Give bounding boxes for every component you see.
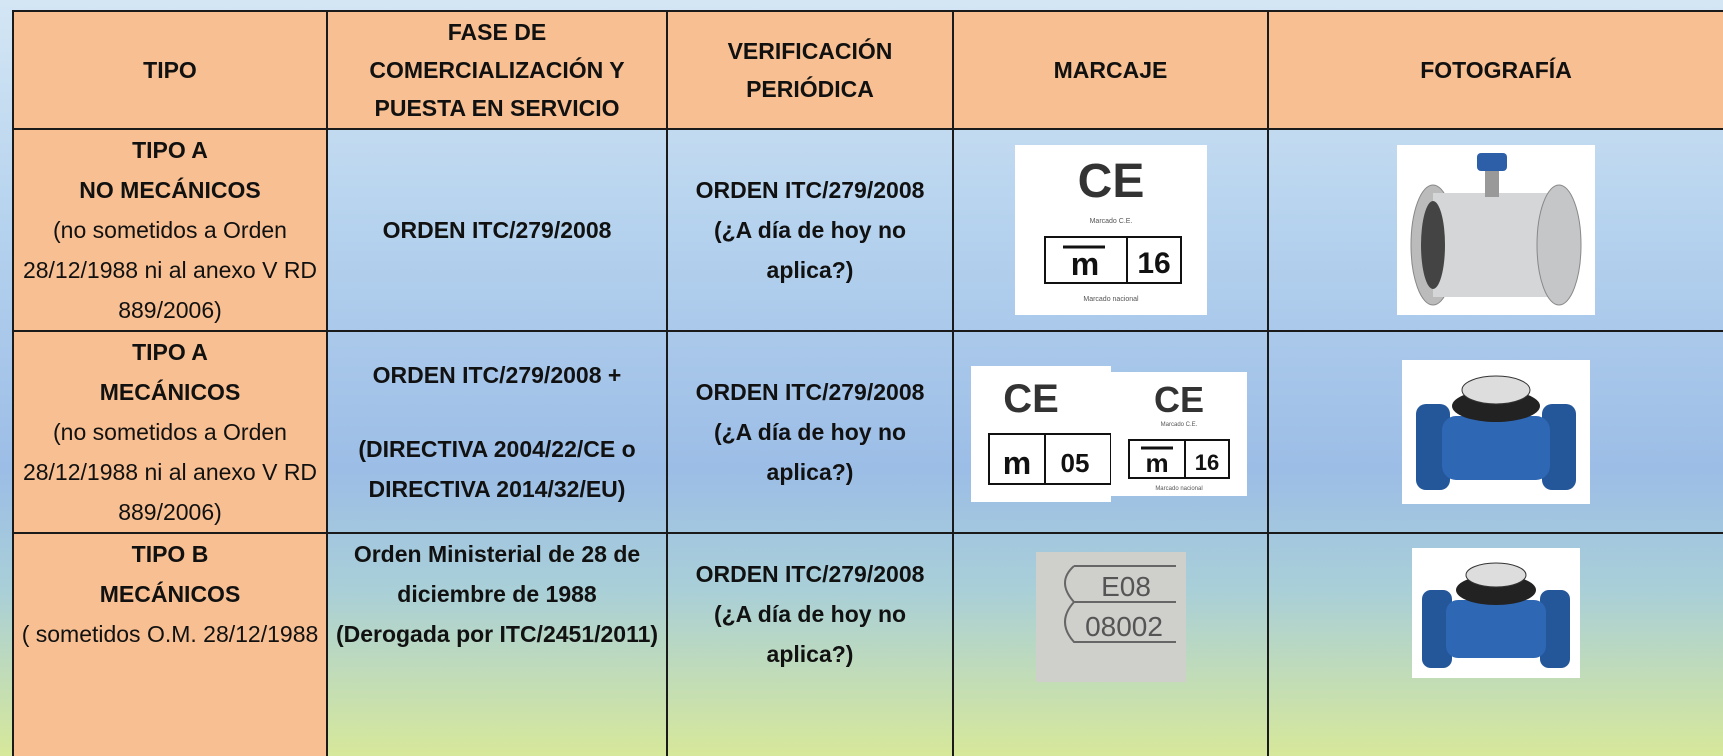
tipo: TIPO B [131,541,209,567]
foto-cell [1267,128,1723,332]
caption: Marcado C.E. [1160,422,1197,428]
verificacion-cell: ORDEN ITC/279/2008 (¿A día de hoy no apl… [666,330,954,534]
marcaje-image: CE Marcado C.E. m 16 Marcado nacional [1014,145,1207,315]
foto-cell [1267,330,1723,534]
header-cell: MARCAJE [952,10,1269,130]
mark-code: 08002 [1085,611,1163,642]
ce-mark: CE [1003,377,1059,421]
fase-cell: ORDEN ITC/279/2008 [326,128,668,332]
header-cell: FASE DE COMERCIALIZACIÓN Y PUESTA EN SER… [326,10,668,130]
caption: Marcado nacional [1155,486,1202,492]
mark-number: 16 [1137,247,1170,280]
tipo-note: ( sometidos O.M. 28/12/1988 [21,621,319,647]
verificacion-cell: ORDEN ITC/279/2008 (¿A día de hoy no apl… [666,128,954,332]
row: TIPO A NO MECÁNICOS (no sometidos a Orden … [12,128,1723,332]
header-row: TIPO FASE DE COMERCIALIZACIÓN Y PUESTA E… [12,10,1723,130]
tipo-cell: TIPO B MECÁNICOS ( sometidos O.M. 28/12/19… [12,532,328,756]
tipo-note: (no sometidos a Orden 28/12/1988 ni al a… [22,419,318,525]
tipo: NO MECÁNICOS [79,177,261,203]
row: TIPO B MECÁNICOS ( sometidos O.M. 28/12/19… [12,532,1723,756]
foto-image [1397,145,1595,315]
foto-image [1412,548,1580,678]
comparison-table: TIPO FASE DE COMERCIALIZACIÓN Y PUESTA E… [12,10,1723,756]
tipo-note: (no sometidos a Orden 28/12/1988 ni al a… [22,217,318,323]
verificacion: ORDEN ITC/279/2008 (¿A día de hoy no apl… [695,561,925,667]
ce-mark: CE [1077,155,1144,208]
fase: (DIRECTIVA 2004/22/CE o DIRECTIVA 2014/3… [358,436,636,502]
caption: Marcado nacional [1083,296,1139,303]
foto-cell [1267,532,1723,756]
header-cell: FOTOGRAFÍA [1267,10,1723,130]
fase: Orden Ministerial de 28 de diciembre de … [353,541,641,607]
tipo: TIPO A [132,137,208,163]
marcaje-cell: CE Marcado C.E. m 16 Marcado nacional [952,128,1269,332]
header-cell: TIPO [12,10,328,130]
fase: (Derogada por ITC/2451/2011) [335,621,659,647]
marcaje-cell: E08 08002 [952,532,1269,756]
fase-cell: Orden Ministerial de 28 de diciembre de … [326,532,668,756]
verificacion: ORDEN ITC/279/2008 (¿A día de hoy no apl… [695,379,925,485]
header-cell: VERIFICACIÓN PERIÓDICA [666,10,954,130]
tipo: TIPO A [132,339,208,365]
row: TIPO A MECÁNICOS (no sometidos a Orden 28/… [12,330,1723,534]
mark-code: E08 [1101,571,1151,602]
fase: ORDEN ITC/279/2008 + [372,362,622,388]
tipo: MECÁNICOS [99,581,241,607]
tipo-cell: TIPO A MECÁNICOS (no sometidos a Orden 28/… [12,330,328,534]
caption: Marcado C.E. [1089,218,1132,225]
marcaje-image: E08 08002 [1035,552,1186,682]
mark-number: 16 [1194,450,1218,475]
marcaje-cell: CE m 05 CE Marcado C.E. m 16 Marcado nac… [952,330,1269,534]
m-mark: m [1145,448,1168,478]
marcaje-image: CE m 05 CE Marcado C.E. m 16 Marcado nac… [970,366,1247,502]
ce-mark: CE [1153,379,1203,420]
verificacion-cell: ORDEN ITC/279/2008 (¿A día de hoy no apl… [666,532,954,756]
mark-number: 05 [1060,448,1089,478]
foto-image [1402,360,1590,504]
tipo-cell: TIPO A NO MECÁNICOS (no sometidos a Orden … [12,128,328,332]
m-mark: m [1070,246,1098,282]
fase: ORDEN ITC/279/2008 [382,217,612,243]
tipo: MECÁNICOS [99,379,241,405]
fase-cell: ORDEN ITC/279/2008 + (DIRECTIVA 2004/22/C… [326,330,668,534]
verificacion: ORDEN ITC/279/2008 (¿A día de hoy no apl… [695,177,925,283]
m-mark: m [1002,445,1030,481]
